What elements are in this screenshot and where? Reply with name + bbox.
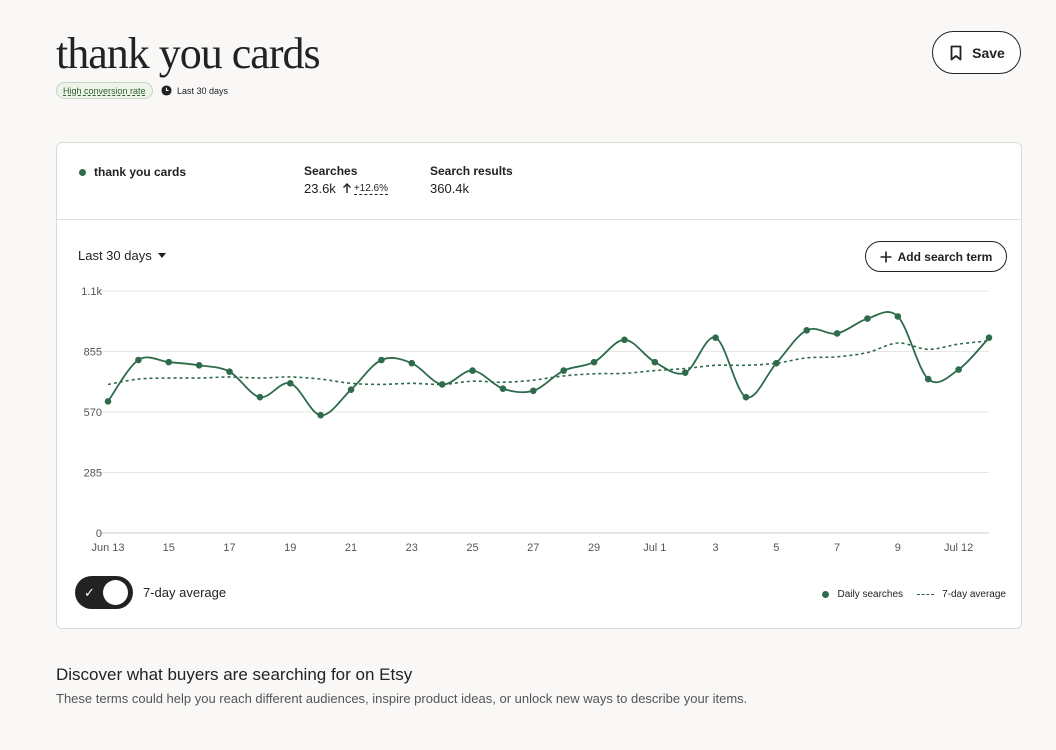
daily-data-point [256,393,264,401]
searches-value: 23.6k [304,181,336,196]
x-tick-label: 27 [527,542,539,554]
daily-data-point [773,359,780,367]
x-tick-label: 25 [466,542,478,554]
daily-data-point [955,366,962,373]
arrow-up-icon [342,183,351,193]
daily-data-point [712,334,719,342]
term-dot [79,168,86,176]
period-select-label: Last 30 days [78,248,152,263]
period-select[interactable]: Last 30 days [78,248,166,263]
x-tick-label: 3 [713,542,719,554]
daily-data-point [894,313,902,320]
x-tick-label: Jul 12 [944,542,973,554]
legend-average: 7-day average [917,589,1006,600]
x-tick-label: 15 [163,542,175,554]
discover-description: These terms could help you reach differe… [56,691,748,706]
x-tick-label: 23 [406,542,418,554]
add-search-term-button[interactable]: Add search term [865,241,1007,272]
chevron-down-icon [157,253,166,258]
daily-data-point [864,315,871,322]
y-tick-label: 0 [96,528,102,540]
chart-legend: Daily searches 7-day average [822,589,1006,600]
x-tick-label: 29 [588,542,600,554]
searches-change[interactable]: +12.6% [342,182,389,195]
search-trend-chart: 0 285 570 855 1.1k Jun 13 15 17 19 21 23 25 27 29 Jul … [81,286,993,554]
discover-title: Discover what buyers are searching for o… [56,665,413,684]
add-term-label: Add search term [897,249,993,264]
x-tick-label: 7 [834,542,840,554]
daily-data-point [651,358,659,366]
toggle-label: 7-day average [143,585,227,600]
legend-daily: Daily searches [822,589,903,600]
x-tick-label: 9 [895,542,901,554]
x-tick-label: Jul 1 [643,542,666,554]
daily-data-point [408,359,416,367]
toggle-knob [103,580,128,605]
daily-data-point [135,356,142,364]
searches-label: Searches [304,164,358,178]
card-divider [57,219,1021,220]
daily-data-point [530,387,537,395]
searches-stat: Searches 23.6k +12.6% [304,164,389,196]
x-tick-label: 21 [345,542,357,554]
daily-data-point [681,369,689,377]
daily-data-point [438,381,446,388]
daily-data-point [560,367,567,374]
save-button[interactable]: Save [932,31,1021,74]
daily-data-point [833,330,841,337]
daily-data-point [226,368,233,375]
average-toggle[interactable]: ✓ [75,576,133,609]
y-tick-label: 570 [84,407,102,419]
daily-data-point [195,361,203,369]
y-tick-label: 285 [84,468,102,480]
y-tick-label: 1.1k [81,286,102,298]
period-tag: Last 30 days [161,82,228,99]
badge-label: High conversion rate [63,85,146,96]
daily-data-point [985,334,993,342]
term-label: thank you cards [94,165,187,179]
page-title: thank you cards [56,29,321,78]
legend-dash [917,594,935,595]
save-label: Save [972,44,1005,61]
results-stat: Search results 360.4k [430,164,513,196]
bookmark-icon [950,45,962,60]
daily-data-point [621,336,628,344]
results-label: Search results [430,164,513,178]
daily-data-point [165,358,173,366]
daily-data-point [924,375,932,383]
daily-data-point [317,411,324,419]
x-tick-label: Jun 13 [91,542,124,554]
clock-icon [161,85,172,96]
plus-icon [880,251,892,262]
results-value: 360.4k [430,181,470,196]
x-tick-label: 19 [284,542,296,554]
legend-average-label: 7-day average [942,589,1006,600]
daily-data-point [499,385,507,392]
check-icon: ✓ [84,585,95,600]
y-tick-label: 855 [84,347,102,359]
average-series-line [107,340,990,386]
daily-data-point [347,386,355,394]
daily-series-line [107,311,990,417]
conversion-badge[interactable]: High conversion rate [56,82,153,99]
x-tick-label: 5 [773,542,779,554]
daily-data-point [286,380,294,387]
legend-dot [822,591,830,598]
daily-data-point [742,393,750,401]
daily-data-point [590,358,598,366]
daily-data-point [469,367,476,374]
trends-card: thank you cards Searches 23.6k +12.6% Se… [56,142,1022,629]
legend-daily-label: Daily searches [837,589,904,600]
searches-change-value: +12.6% [353,182,389,195]
x-tick-label: 17 [223,542,235,554]
daily-data-point [378,356,385,364]
daily-data-point [803,326,811,334]
daily-data-point [104,398,112,405]
term-legend: thank you cards [79,165,186,179]
period-tag-label: Last 30 days [177,85,229,96]
